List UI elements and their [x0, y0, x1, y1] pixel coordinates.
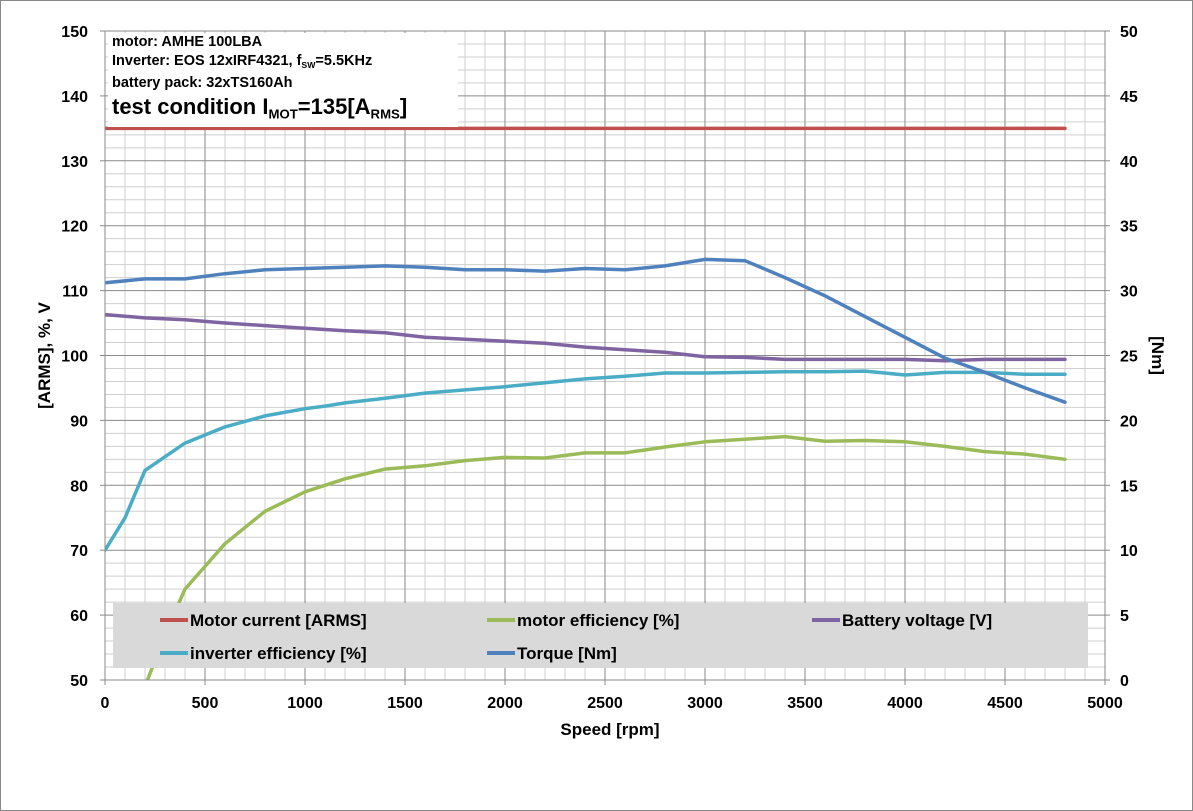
y-right-tick-label: 45	[1120, 89, 1138, 106]
y-left-tick-label: 110	[62, 284, 88, 301]
battery-info: battery pack: 32xTS160Ah	[112, 75, 293, 92]
inverter-sub: SW	[301, 59, 316, 70]
test-sub-mot: MOT	[268, 106, 298, 122]
y-right-tick-label: 35	[1120, 219, 1138, 236]
inverter-info: Inverter: EOS 12xIRF4321, fSW=5.5KHz	[108, 52, 458, 75]
series-line-inverter-efficiency	[105, 369, 1067, 552]
y-left-tick-label: 70	[70, 543, 88, 560]
test-mid: =135[A	[297, 93, 371, 119]
test-condition: test condition IMOT=135[ARMS]	[108, 93, 458, 129]
test-prefix: test condition I	[112, 93, 269, 119]
axes: 0 500 1000 1500 2000 2500 3000 3500 4000 4500 5000…	[61, 24, 1138, 712]
x-tick-label: 500	[192, 695, 219, 712]
y-left-tick-label: 150	[61, 24, 88, 41]
series-line-motor-efficiency	[145, 434, 1067, 680]
legend-box	[113, 603, 1088, 668]
y-right-tick-label: 5	[1120, 608, 1129, 625]
x-tick-label: 5000	[1087, 695, 1123, 712]
inverter-suffix: =5.5KHz	[315, 52, 373, 69]
y-axis-left-label: [ARMS], %, V	[35, 301, 54, 408]
x-tick-label: 1500	[387, 695, 423, 712]
series-layer	[105, 126, 1067, 680]
x-tick-label: 4000	[887, 695, 923, 712]
legend-label-battery-voltage: Battery voltage [V]	[842, 611, 992, 630]
motor-prefix: motor:	[112, 34, 162, 50]
y-left-tick-label: 60	[70, 608, 88, 625]
legend-label-torque: Torque [Nm]	[517, 644, 617, 663]
motor-value: AMHE 100LBA	[161, 34, 263, 50]
y-right-tick-label: 10	[1120, 543, 1138, 560]
y-right-tick-label: 50	[1120, 24, 1138, 41]
y-left-tick-label: 50	[70, 673, 88, 690]
x-tick-label: 3000	[687, 695, 723, 712]
series-line-battery-voltage	[105, 312, 1067, 363]
y-right-tick-label: 0	[1120, 673, 1129, 690]
y-right-tick-label: 20	[1120, 413, 1138, 430]
motor-info: motor: AMHE 100LBA	[108, 33, 458, 52]
x-tick-label: 2500	[587, 695, 623, 712]
y-right-tick-label: 25	[1120, 349, 1138, 366]
x-tick-label: 1000	[287, 695, 323, 712]
y-left-tick-label: 130	[61, 154, 88, 171]
y-axis-right-label: [Nm]	[1148, 336, 1167, 375]
y-right-tick-label: 40	[1120, 154, 1138, 171]
y-left-tick-label: 120	[61, 219, 88, 236]
y-left-tick-label: 140	[61, 89, 88, 106]
x-tick-label: 4500	[987, 695, 1023, 712]
series-line-torque	[105, 257, 1067, 404]
test-sub-rms: RMS	[370, 106, 400, 122]
x-tick-label: 2000	[487, 695, 523, 712]
test-info-box: motor: AMHE 100LBA Inverter: EOS 12xIRF4…	[108, 33, 458, 127]
legend-label-inverter-efficiency: inverter efficiency [%]	[190, 644, 367, 663]
x-axis-label: Speed [rpm]	[560, 720, 659, 739]
legend-label-motor-current: Motor current [ARMS]	[190, 611, 367, 630]
y-left-tick-label: 90	[70, 413, 88, 430]
legend-label-motor-efficiency: motor efficiency [%]	[517, 611, 679, 630]
y-left-tick-label: 80	[70, 478, 88, 495]
y-right-tick-label: 30	[1120, 284, 1138, 301]
x-tick-label: 3500	[787, 695, 823, 712]
y-left-tick-label: 100	[61, 349, 88, 366]
y-right-tick-label: 15	[1120, 478, 1138, 495]
legend: Motor current [ARMS] motor efficiency [%]…	[160, 611, 992, 663]
inverter-prefix: Inverter: EOS 12xIRF4321, f	[112, 52, 302, 69]
test-suffix: ]	[399, 93, 408, 119]
x-tick-label: 0	[101, 695, 110, 712]
